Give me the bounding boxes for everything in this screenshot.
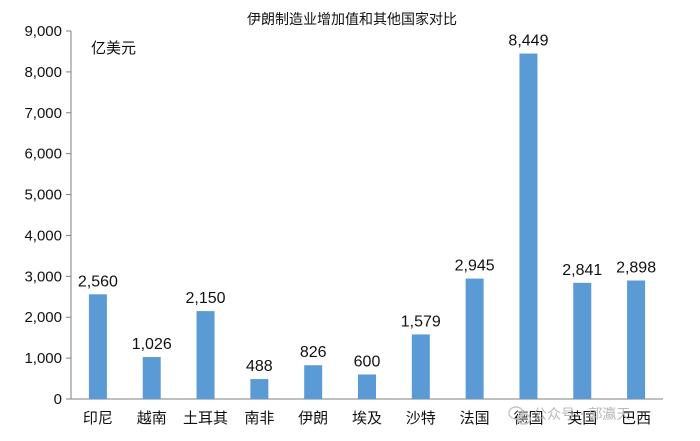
unit-label: 亿美元 (91, 39, 136, 57)
bar (142, 357, 161, 399)
x-category-label: 巴西 (621, 409, 651, 427)
bar-data-label: 2,945 (455, 258, 495, 275)
x-category-label: 沙特 (406, 409, 436, 427)
y-axis-ticks: 0 1,000 2,000 3,000 4,000 5,000 6,000 7,000 8,00… (24, 23, 71, 408)
bar (88, 294, 107, 399)
x-category-label: 越南 (137, 409, 167, 427)
bar (519, 53, 538, 399)
data-labels: 2,560 1,026 2,150 488 826 600 1,579 2,945 8,449 2… (78, 33, 656, 376)
bar (304, 365, 323, 399)
bar (465, 278, 484, 399)
bar (627, 280, 646, 399)
y-tick-label: 2,000 (24, 309, 62, 326)
y-tick-label: 6,000 (24, 146, 62, 163)
bar (573, 282, 592, 399)
watermark: 公众号 · 郭瀛天 (508, 406, 630, 425)
bar (358, 374, 376, 399)
bar-data-label: 2,898 (616, 260, 656, 277)
bar-data-label: 1,026 (132, 336, 172, 353)
watermark-text: 公众号 · 郭瀛天 (533, 406, 630, 423)
x-category-label: 伊朗 (298, 409, 328, 427)
x-category-label: 德国 (513, 409, 543, 427)
chart-title: 伊朗制造业增加值和其他国家对比 (247, 11, 457, 28)
y-tick-label: 5,000 (24, 187, 62, 204)
x-category-label: 英国 (567, 409, 597, 427)
bar-data-label: 488 (246, 358, 273, 375)
bar (196, 311, 215, 399)
bar-data-label: 8,449 (508, 33, 548, 50)
bar-data-label: 2,150 (186, 290, 226, 307)
x-category-label: 南非 (244, 409, 274, 427)
bar-data-label: 2,841 (562, 262, 602, 279)
y-tick-label: 1,000 (24, 350, 62, 367)
bar-data-label: 1,579 (401, 313, 441, 330)
y-tick-label: 9,000 (24, 23, 62, 40)
bar-data-label: 600 (354, 353, 381, 370)
x-axis-labels: 印尼 越南 土耳其 南非 伊朗 埃及 沙特 法国 德国 英国 巴西 (83, 409, 651, 427)
y-tick-label: 0 (54, 391, 62, 408)
wechat-icon (508, 406, 531, 425)
x-category-label: 埃及 (352, 409, 382, 427)
bar-data-label: 2,560 (78, 273, 118, 290)
bar (250, 379, 269, 399)
bars (88, 53, 646, 399)
y-tick-label: 7,000 (24, 105, 62, 122)
y-tick-label: 4,000 (24, 227, 62, 244)
x-category-label: 土耳其 (183, 409, 228, 427)
y-tick-label: 3,000 (24, 268, 62, 285)
y-tick-label: 8,000 (24, 64, 62, 81)
x-category-label: 法国 (460, 409, 490, 427)
bar-data-label: 826 (300, 344, 327, 361)
x-category-label: 印尼 (83, 409, 113, 427)
bar (411, 334, 430, 399)
